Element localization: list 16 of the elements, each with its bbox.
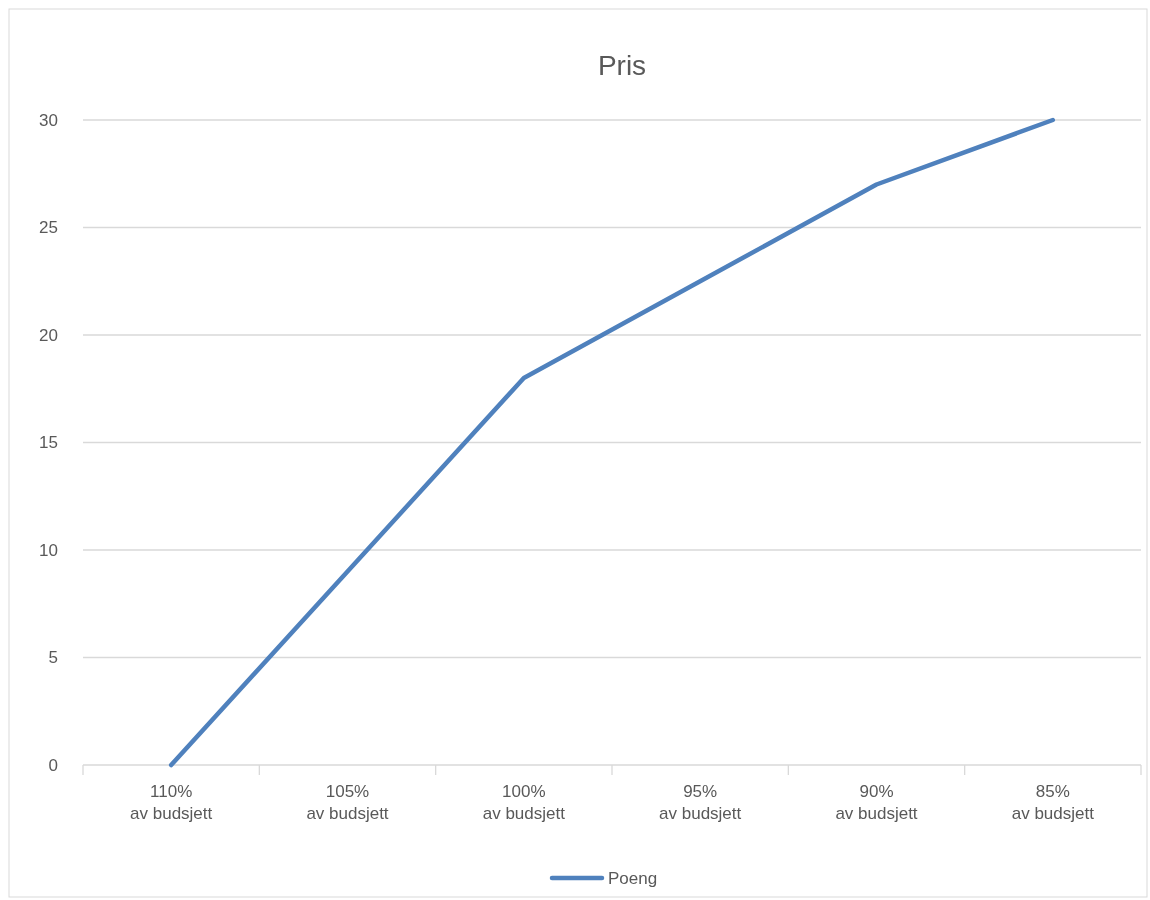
chart-title: Pris <box>597 50 647 81</box>
y-tick-label: 5 <box>48 648 58 668</box>
y-tick-label: 10 <box>39 540 58 560</box>
y-tick-label: 15 <box>39 433 58 453</box>
x-tick-label: 90% av budsjett <box>835 782 918 823</box>
y-tick-label: 25 <box>39 218 58 238</box>
legend-label: Poeng <box>608 868 658 888</box>
x-tick-label: 110% av budsjett <box>130 782 213 823</box>
x-tick-label: 105% av budsjett <box>306 782 389 823</box>
y-tick-label: 20 <box>39 325 58 345</box>
line-series <box>168 117 1056 768</box>
x-tick-label: 95% av budsjett <box>659 782 742 823</box>
x-tick-label: 100% av budsjett <box>482 782 566 823</box>
x-tick-label: 85% av budsjett <box>1011 782 1095 823</box>
y-tick-label: 0 <box>48 755 58 775</box>
y-tick-label: 30 <box>39 110 58 130</box>
